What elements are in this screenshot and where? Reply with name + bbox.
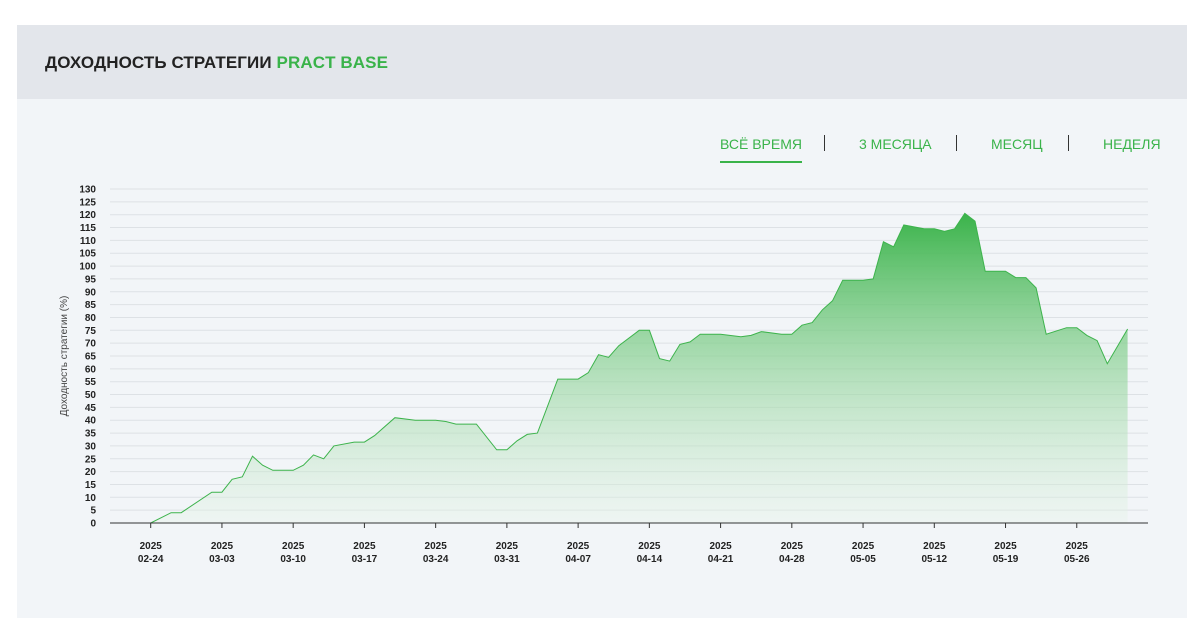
- x-tick-date: 05-12: [922, 554, 948, 565]
- y-tick-label: 45: [85, 403, 97, 414]
- y-tick-label: 125: [79, 197, 96, 208]
- x-tick-date: 05-05: [850, 554, 876, 565]
- y-tick-label: 70: [85, 339, 97, 350]
- y-tick-label: 130: [79, 185, 96, 196]
- y-tick-label: 5: [90, 506, 96, 517]
- y-tick-label: 10: [85, 493, 97, 504]
- x-tick-date: 03-31: [494, 554, 520, 565]
- x-tick-date: 03-03: [209, 554, 235, 565]
- y-tick-label: 95: [85, 274, 97, 285]
- y-tick-label: 15: [85, 480, 97, 491]
- y-tick-label: 80: [85, 313, 97, 324]
- x-axis-ticks: 2025 02-24 2025 03-03 2025 03-10 2025 03-17 2025…: [138, 523, 1090, 565]
- y-tick-label: 65: [85, 352, 97, 363]
- page-title: ДОХОДНОСТЬ СТРАТЕГИИ PRACT BASE: [45, 53, 388, 73]
- y-tick-label: 85: [85, 300, 97, 311]
- yield-area: [120, 213, 1128, 523]
- x-tick-date: 04-21: [708, 554, 734, 565]
- tab-separator: [956, 135, 957, 151]
- y-tick-label: 25: [85, 454, 97, 465]
- x-tick-year: 2025: [567, 541, 590, 552]
- x-tick-date: 05-19: [993, 554, 1019, 565]
- card-header: ДОХОДНОСТЬ СТРАТЕГИИ PRACT BASE: [17, 25, 1187, 99]
- x-tick-year: 2025: [638, 541, 661, 552]
- y-tick-label: 60: [85, 364, 97, 375]
- y-tick-label: 105: [79, 249, 96, 260]
- yield-line: [120, 212, 1129, 524]
- y-axis-ticks: 0510152025303540455055606570758085909510…: [79, 185, 96, 530]
- tab-3-months[interactable]: 3 МЕСЯЦА: [859, 136, 932, 152]
- y-tick-label: 120: [79, 210, 96, 221]
- y-tick-label: 75: [85, 326, 97, 337]
- x-tick-year: 2025: [1066, 541, 1089, 552]
- y-tick-label: 20: [85, 467, 97, 478]
- x-tick-date: 03-17: [352, 554, 378, 565]
- y-tick-label: 55: [85, 377, 97, 388]
- x-tick-year: 2025: [353, 541, 376, 552]
- period-tabs: ВСЁ ВРЕМЯ 3 МЕСЯЦА МЕСЯЦ НЕДЕЛЯ: [720, 135, 1161, 165]
- x-tick-year: 2025: [211, 541, 234, 552]
- x-tick-year: 2025: [709, 541, 732, 552]
- tab-month[interactable]: МЕСЯЦ: [991, 136, 1043, 152]
- x-tick-year: 2025: [852, 541, 875, 552]
- tab-separator: [824, 135, 825, 151]
- x-tick-date: 04-28: [779, 554, 805, 565]
- x-tick-date: 03-24: [423, 554, 449, 565]
- y-tick-label: 0: [90, 519, 96, 530]
- x-tick-date: 03-10: [280, 554, 306, 565]
- x-tick-year: 2025: [425, 541, 448, 552]
- y-tick-label: 115: [80, 223, 97, 234]
- x-tick-date: 02-24: [138, 554, 164, 565]
- y-tick-label: 50: [85, 390, 97, 401]
- title-strategy-name: PRACT BASE: [276, 53, 389, 72]
- title-prefix: ДОХОДНОСТЬ СТРАТЕГИИ: [45, 53, 272, 72]
- x-tick-date: 04-14: [637, 554, 663, 565]
- x-tick-year: 2025: [496, 541, 519, 552]
- y-tick-label: 90: [85, 287, 97, 298]
- y-tick-label: 40: [85, 416, 97, 427]
- x-tick-year: 2025: [994, 541, 1017, 552]
- y-tick-label: 110: [80, 236, 97, 247]
- tab-separator: [1068, 135, 1069, 151]
- x-tick-year: 2025: [923, 541, 946, 552]
- x-tick-year: 2025: [140, 541, 163, 552]
- x-tick-year: 2025: [781, 541, 804, 552]
- x-tick-date: 04-07: [565, 554, 591, 565]
- y-tick-label: 30: [85, 441, 97, 452]
- y-tick-label: 35: [85, 429, 97, 440]
- y-axis-label: Доходность стратегии (%): [59, 296, 70, 417]
- tab-all-time[interactable]: ВСЁ ВРЕМЯ: [720, 135, 803, 163]
- y-tick-label: 100: [79, 262, 96, 273]
- x-tick-year: 2025: [282, 541, 305, 552]
- tab-week[interactable]: НЕДЕЛЯ: [1103, 136, 1161, 152]
- x-tick-date: 05-26: [1064, 554, 1090, 565]
